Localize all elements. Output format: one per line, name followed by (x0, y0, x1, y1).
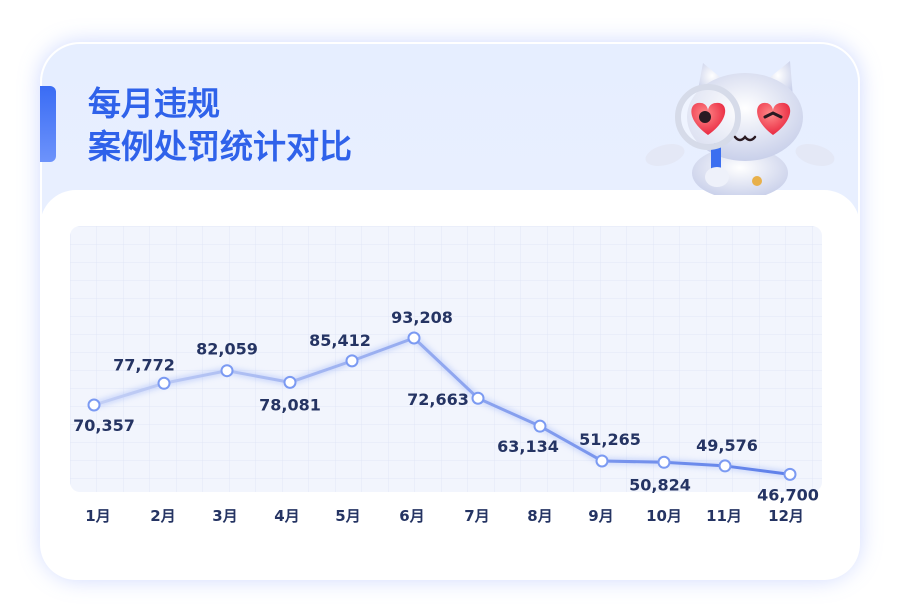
data-point (87, 398, 101, 412)
title-line-2: 案例处罚统计对比 (88, 127, 352, 166)
title-accent-bar (40, 86, 56, 162)
data-label: 50,824 (629, 475, 691, 494)
data-label: 77,772 (113, 355, 175, 374)
x-tick-label: 1月 (85, 507, 110, 525)
data-label: 49,576 (696, 436, 758, 455)
data-point (407, 331, 421, 345)
plot-grid (70, 226, 822, 492)
chart-title: 每月违规 案例处罚统计对比 (88, 82, 352, 168)
x-tick-label: 5月 (335, 507, 360, 525)
x-tick-label: 10月 (646, 507, 682, 525)
x-tick-label: 11月 (706, 507, 742, 525)
series-line (93, 336, 791, 476)
data-point (595, 454, 609, 468)
data-label: 85,412 (309, 331, 371, 350)
data-point (657, 455, 671, 469)
data-point (471, 391, 485, 405)
data-label: 46,700 (757, 485, 819, 504)
x-tick-label: 3月 (212, 507, 237, 525)
data-label: 51,265 (579, 430, 641, 449)
x-tick-label: 6月 (399, 507, 424, 525)
data-point (283, 375, 297, 389)
data-point (157, 376, 171, 390)
data-label: 93,208 (391, 308, 453, 327)
data-label: 78,081 (259, 395, 321, 414)
x-tick-label: 7月 (464, 507, 489, 525)
data-label: 70,357 (73, 416, 135, 435)
title-line-1: 每月违规 (88, 84, 220, 123)
data-label: 72,663 (407, 390, 469, 409)
data-point (533, 419, 547, 433)
x-tick-label: 2月 (150, 507, 175, 525)
x-tick-label: 4月 (274, 507, 299, 525)
x-tick-label: 8月 (527, 507, 552, 525)
data-label: 63,134 (497, 437, 559, 456)
data-point (220, 364, 234, 378)
x-tick-label: 9月 (588, 507, 613, 525)
data-point (718, 459, 732, 473)
data-point (783, 467, 797, 481)
data-point (345, 354, 359, 368)
x-tick-label: 12月 (768, 507, 804, 525)
cat-mascot-icon (645, 61, 835, 195)
data-label: 82,059 (196, 340, 258, 359)
